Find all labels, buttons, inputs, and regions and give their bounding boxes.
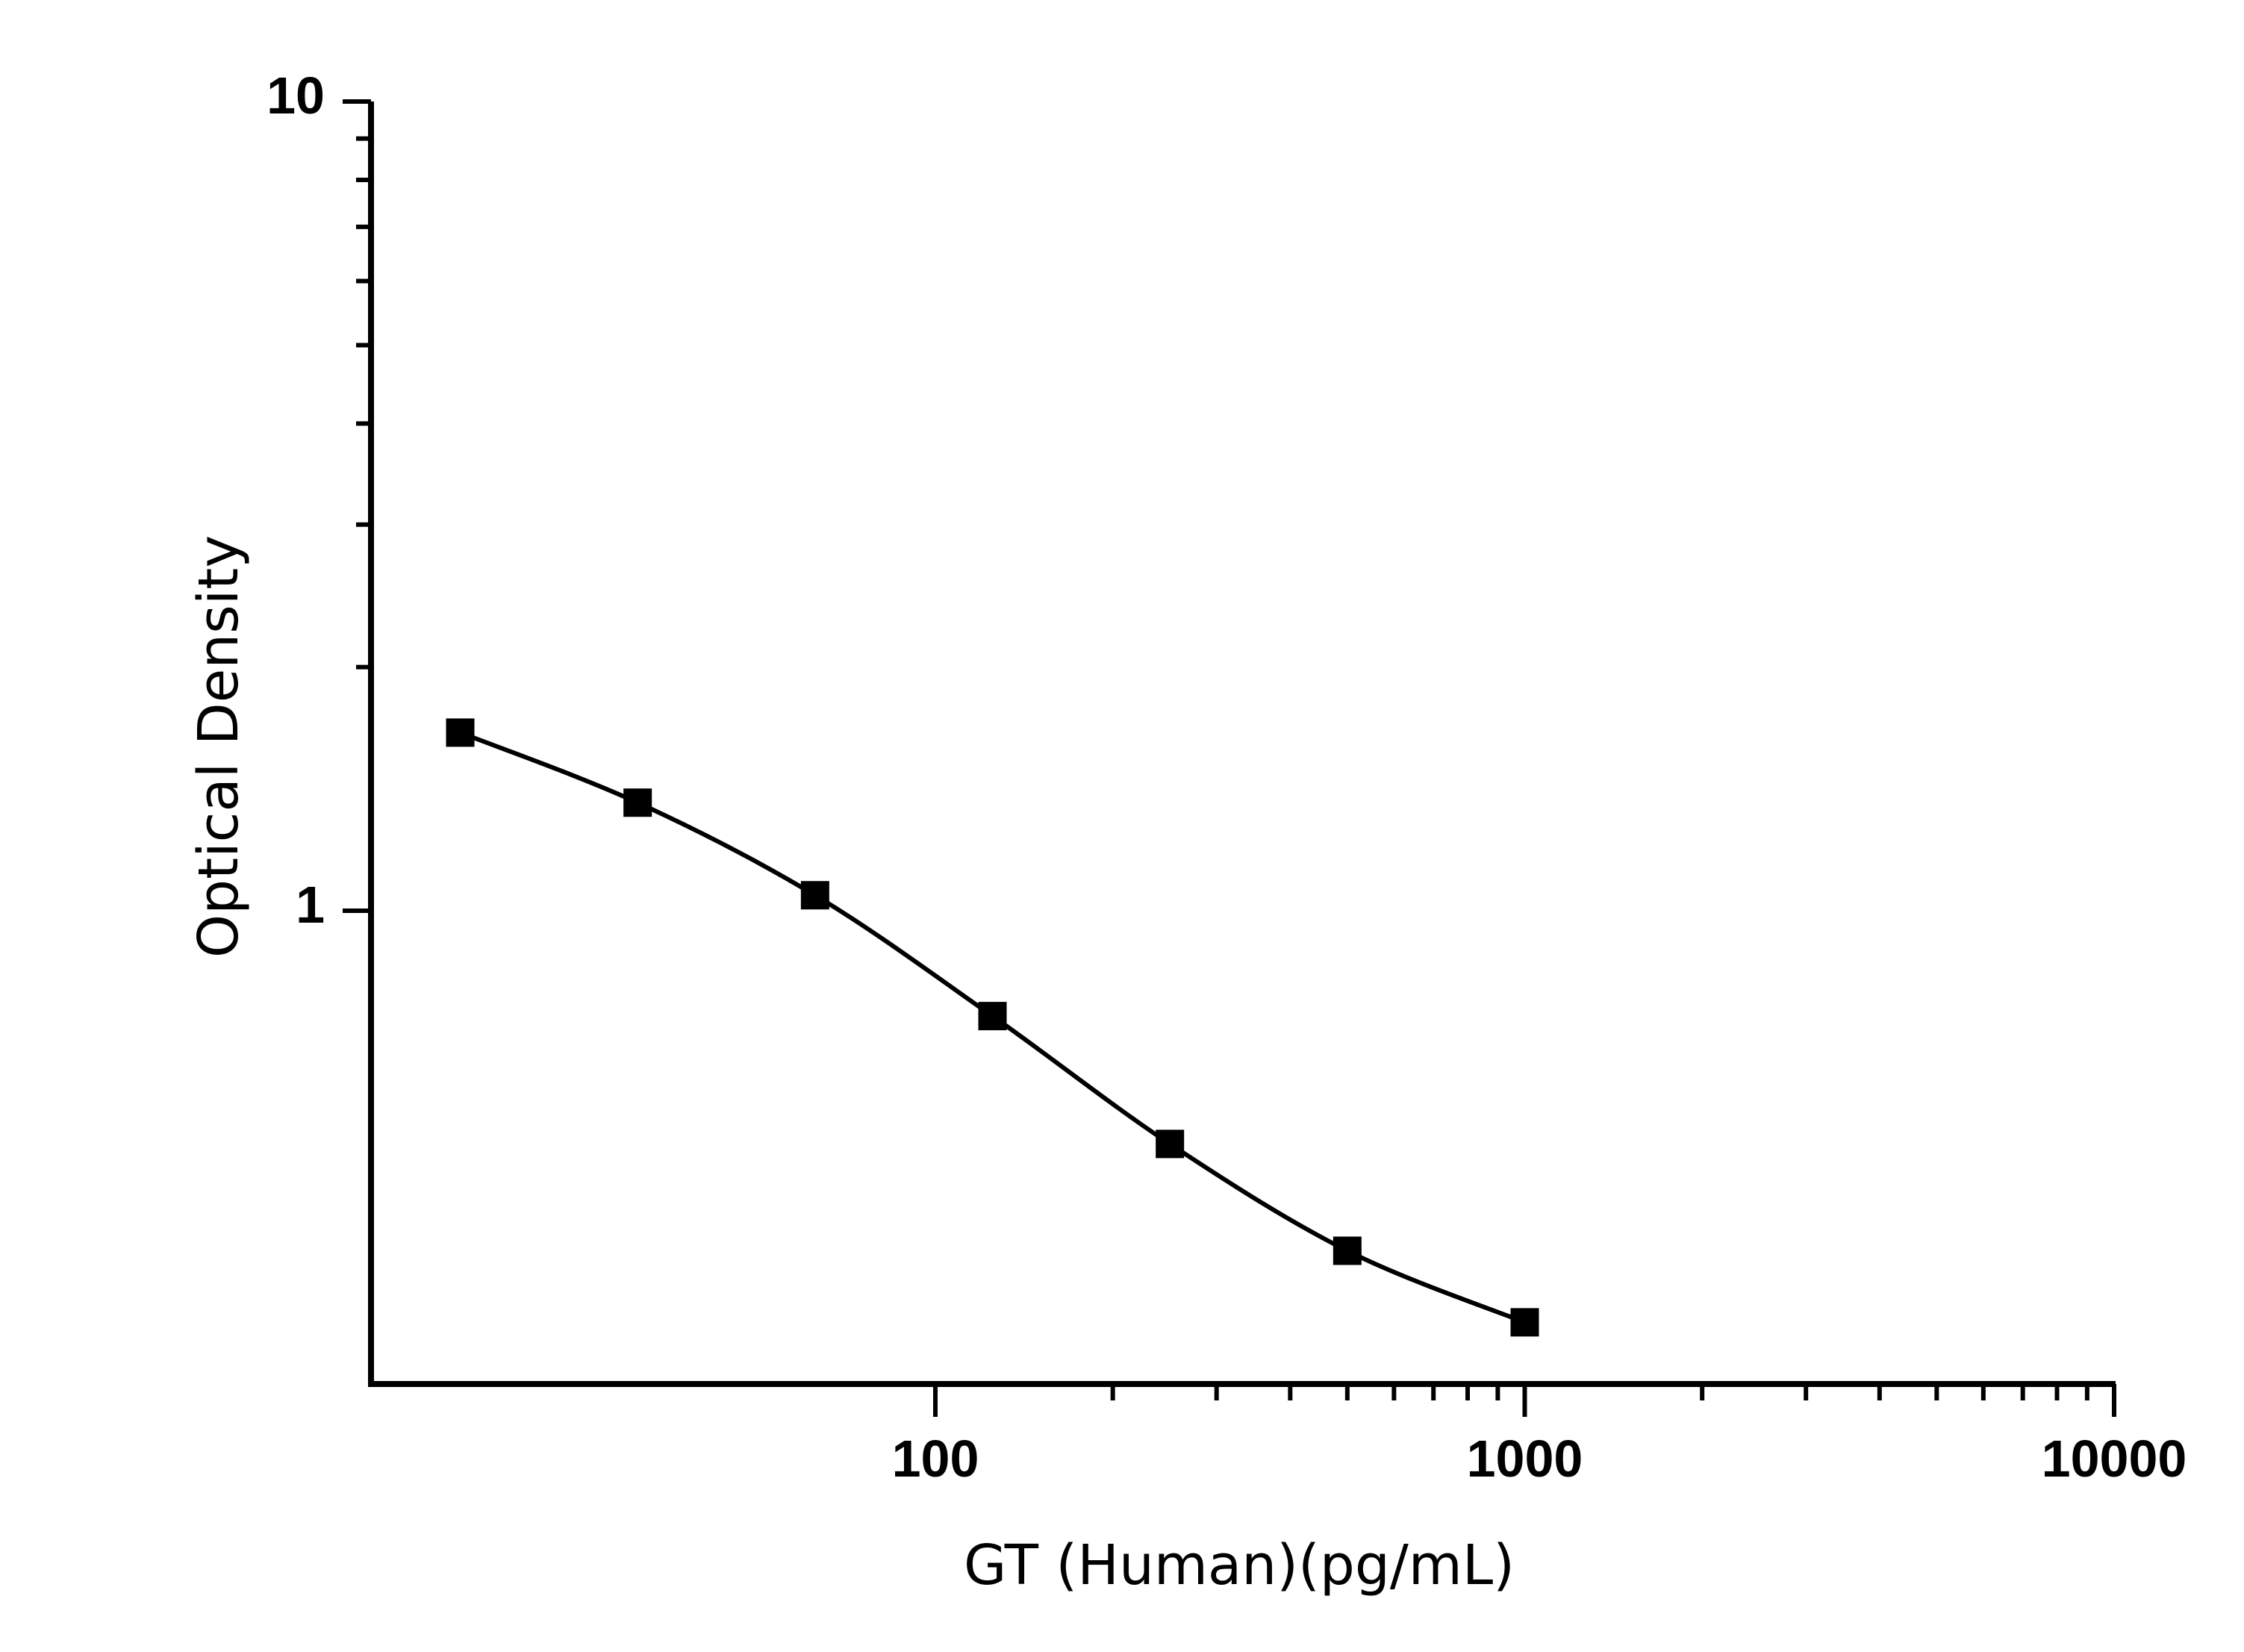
square-marker [1510, 1308, 1539, 1337]
y-axis-title: Optical Density [187, 535, 251, 958]
data-markers [446, 718, 1539, 1337]
square-marker [1156, 1129, 1185, 1159]
y-tick-label: 10 [267, 66, 325, 125]
x-tick-label: 100 [892, 1430, 979, 1488]
axes: 1 10 100 1000 10000 [267, 66, 2187, 1488]
y-tick-label: 1 [296, 876, 325, 934]
square-marker [1333, 1236, 1362, 1265]
square-marker [446, 718, 475, 747]
square-marker [800, 881, 829, 910]
square-marker [978, 1002, 1007, 1031]
x-tick-label: 10000 [2042, 1430, 2187, 1488]
square-marker [623, 788, 652, 817]
x-axis-title: GT (Human)(pg/mL) [964, 1533, 1515, 1598]
x-tick-label: 1000 [1467, 1430, 1583, 1488]
